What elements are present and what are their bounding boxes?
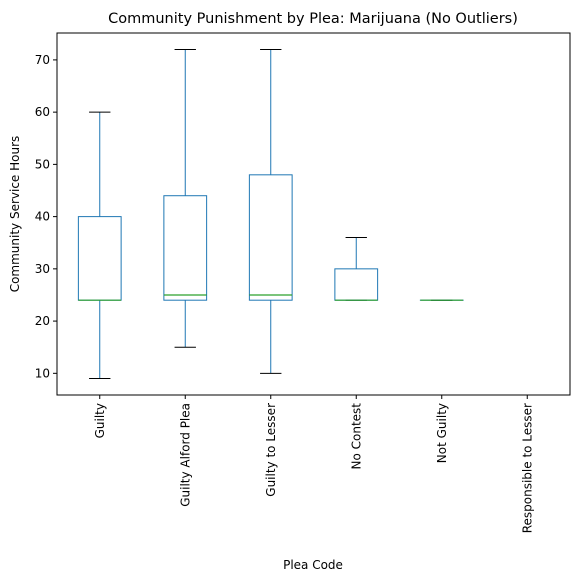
y-tick-label: 70 — [35, 53, 50, 67]
x-tick-label: No Contest — [349, 403, 363, 470]
y-tick-label: 40 — [35, 210, 50, 224]
x-tick-label: Responsible to Lesser — [520, 403, 534, 533]
plot-frame — [56, 32, 571, 396]
plot-area: 10 20 30 40 50 60 70 Guilty Guilty Alford Plea Gu… — [35, 32, 571, 533]
x-tick-label: Guilty to Lesser — [264, 403, 278, 497]
box-body — [334, 268, 379, 301]
y-tick-label: 60 — [35, 105, 50, 119]
box-body — [163, 195, 208, 301]
x-axis-label: Plea Code — [283, 558, 343, 572]
y-tick-label: 30 — [35, 262, 50, 276]
y-tick-label: 10 — [35, 366, 50, 380]
y-tick-label: 50 — [35, 157, 50, 171]
y-tick-label: 20 — [35, 314, 50, 328]
chart-title: Community Punishment by Plea: Marijuana … — [108, 11, 518, 27]
x-tick-label: Guilty Alford Plea — [178, 403, 192, 507]
x-tick-label: Guilty — [93, 403, 107, 438]
box-body — [248, 174, 293, 301]
y-axis-label: Community Service Hours — [8, 136, 22, 293]
box-body — [77, 216, 122, 301]
x-tick-label: Not Guilty — [435, 403, 449, 463]
